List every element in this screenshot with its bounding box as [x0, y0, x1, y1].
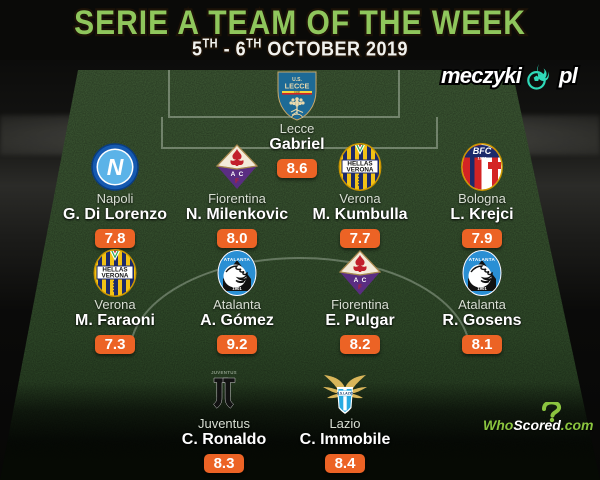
svg-text:S.S.LAZIO: S.S.LAZIO — [337, 392, 354, 396]
svg-text:BFC: BFC — [473, 146, 492, 156]
svg-text:VERONA: VERONA — [102, 273, 129, 280]
svg-text:1901: 1901 — [232, 286, 242, 291]
svg-text:A: A — [354, 277, 359, 284]
svg-text:C: C — [362, 277, 367, 284]
svg-text:F: F — [235, 179, 239, 185]
svg-text:A: A — [231, 171, 236, 178]
svg-text:N: N — [107, 154, 124, 180]
svg-text:ATALANTA: ATALANTA — [469, 257, 496, 262]
svg-text:1909: 1909 — [478, 156, 488, 161]
svg-text:1901: 1901 — [477, 286, 487, 291]
svg-text:1908: 1908 — [294, 90, 300, 94]
svg-text:LECCE: LECCE — [285, 82, 310, 91]
svg-text:VERONA: VERONA — [347, 167, 374, 174]
svg-text:F: F — [358, 285, 362, 291]
svg-text:JUVENTUS: JUVENTUS — [211, 370, 237, 375]
svg-text:ATALANTA: ATALANTA — [224, 257, 251, 262]
svg-text:C: C — [239, 171, 244, 178]
